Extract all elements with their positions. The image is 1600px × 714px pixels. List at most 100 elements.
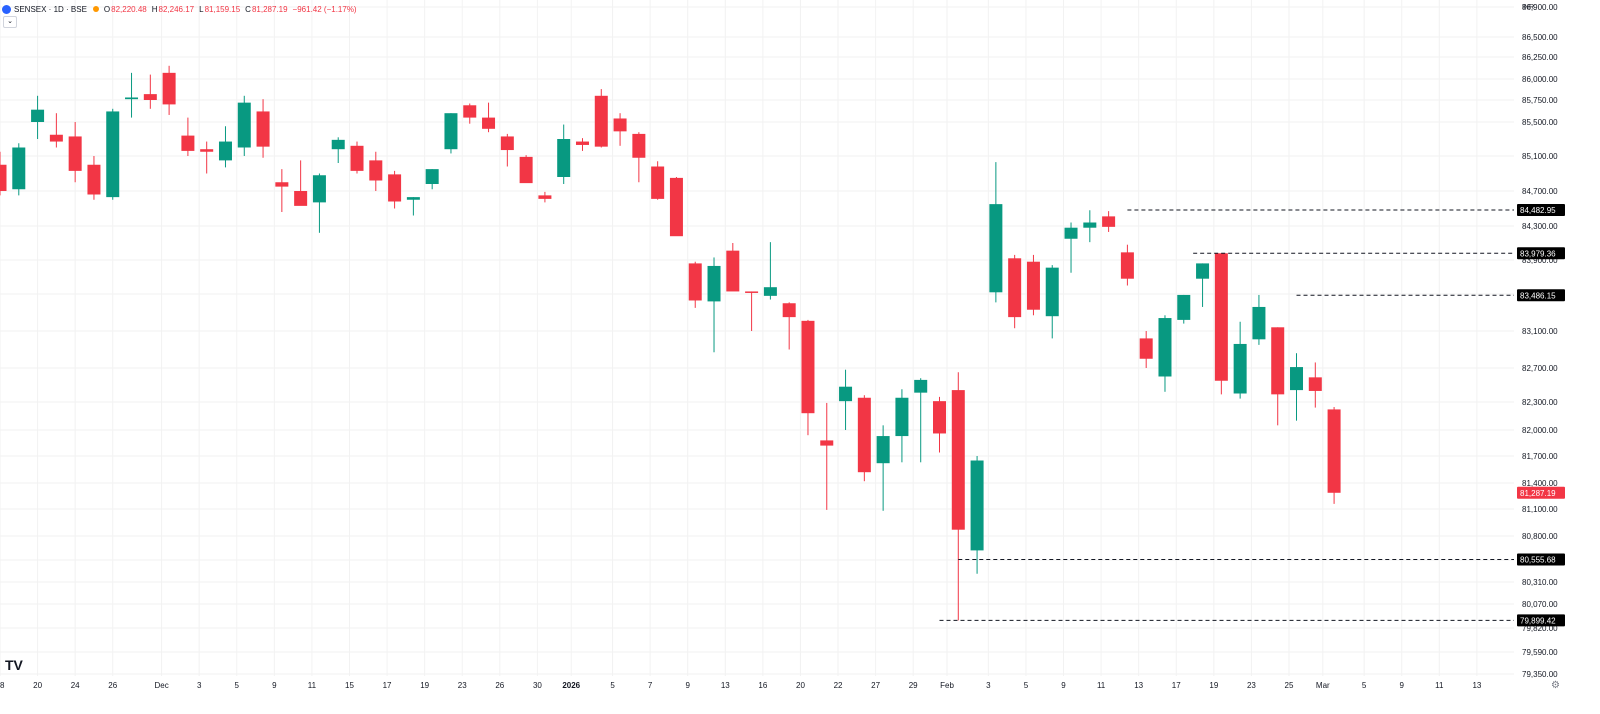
y-tick-label: 80,800.00 — [1522, 532, 1558, 541]
x-tick-label: 3 — [986, 681, 991, 690]
candle-body — [1196, 263, 1210, 279]
candle — [1308, 362, 1322, 408]
candle — [444, 113, 458, 154]
candle — [557, 124, 571, 184]
candle — [1064, 222, 1078, 273]
close-value: 81,287.19 — [251, 4, 288, 14]
candle — [237, 95, 251, 156]
candle-body — [1177, 294, 1191, 320]
symbol-legend: SENSEX · 1D · BSE O 82,220.48 H 82,246.1… — [2, 2, 362, 16]
candle-body — [125, 97, 139, 100]
exchange-logo-icon — [2, 4, 11, 14]
candle-body — [1233, 343, 1247, 394]
y-tick-label: 81,400.00 — [1522, 479, 1558, 488]
candle — [0, 151, 7, 196]
candle — [857, 395, 871, 482]
candle — [218, 126, 232, 168]
candle — [613, 113, 627, 146]
candle — [651, 161, 665, 200]
candle — [745, 291, 759, 331]
candle-body — [820, 440, 834, 446]
level-label-bg — [1517, 289, 1565, 302]
candle-body — [632, 133, 646, 158]
candle-body — [463, 105, 477, 118]
candle — [839, 369, 853, 430]
candle — [1214, 253, 1228, 395]
candle — [970, 456, 984, 574]
y-tick-label: 80,070.00 — [1522, 600, 1558, 609]
candle-body — [350, 145, 364, 171]
candle-body — [933, 401, 946, 434]
candle — [500, 133, 514, 167]
last-price-label-bg — [1517, 486, 1565, 499]
x-tick-label: 17 — [383, 681, 392, 690]
candle — [275, 169, 289, 212]
level-label: 83,486.15 — [1520, 291, 1556, 300]
y-tick-label: 84,700.00 — [1522, 187, 1558, 196]
collapse-legend-button[interactable]: ⌄ — [3, 16, 17, 28]
x-tick-label: 26 — [108, 681, 117, 690]
y-tick-label: 82,700.00 — [1522, 364, 1558, 373]
x-tick-label: 19 — [420, 681, 429, 690]
y-tick-label: 86,900.00 — [1522, 3, 1558, 12]
y-tick-label: 81,700.00 — [1522, 452, 1558, 461]
x-tick-label: 26 — [495, 681, 504, 690]
open-value: 82,220.48 — [111, 4, 147, 14]
candle-body — [989, 204, 1003, 293]
candle-body — [1026, 261, 1040, 310]
candle — [256, 99, 270, 158]
y-tick-label: 83,900.00 — [1522, 256, 1558, 265]
candle-body — [106, 111, 120, 198]
candle-body — [0, 164, 7, 191]
candle-body — [87, 164, 101, 195]
candle-body — [388, 174, 402, 202]
x-tick-label: 13 — [1134, 681, 1143, 690]
candle — [68, 122, 82, 183]
candle-body — [49, 134, 63, 142]
y-tick-label: 79,820.00 — [1522, 624, 1558, 633]
x-axis: 18 20 24 26 Dec 3 5 9 11 15 17 19 23 26 30 2026 5 7 9 13 16 2… — [0, 681, 1482, 690]
candle-body — [688, 263, 702, 301]
x-tick-label: 19 — [1209, 681, 1218, 690]
candle — [1177, 294, 1191, 324]
level-label-bg — [1517, 614, 1565, 627]
currency-label[interactable]: INR — [1521, 4, 1534, 11]
y-tick-label: 82,300.00 — [1522, 398, 1558, 407]
candle — [425, 169, 439, 190]
y-tick-label: 82,000.00 — [1522, 426, 1558, 435]
settings-icon[interactable]: ⚙ — [1551, 680, 1560, 691]
candle — [669, 177, 683, 237]
level-label: 83,979.36 — [1520, 249, 1556, 258]
x-tick-label: 5 — [1024, 681, 1029, 690]
candle — [895, 389, 909, 463]
candle-body — [406, 197, 420, 200]
candle-body — [68, 136, 82, 171]
y-tick-label: 83,100.00 — [1522, 327, 1558, 336]
x-tick-label: 23 — [458, 681, 467, 690]
candle-body — [519, 156, 533, 184]
candle-body — [181, 135, 195, 151]
candle-body — [745, 291, 759, 293]
x-tick-label: 11 — [1097, 681, 1106, 690]
candle-body — [857, 397, 871, 473]
high-value: 82,246.17 — [158, 4, 195, 14]
last-price-label: 81,287.19 — [1520, 489, 1556, 498]
candle — [388, 170, 402, 209]
candle-body — [294, 191, 308, 206]
symbol-title[interactable]: SENSEX · 1D · BSE — [14, 4, 87, 14]
y-axis: 86,900.00 86,500.00 86,250.00 86,000.00 85,7… — [1517, 3, 1565, 679]
candle — [463, 103, 477, 124]
candle-body — [557, 139, 571, 177]
candle — [688, 261, 702, 308]
candle — [519, 155, 533, 184]
candle-body — [763, 287, 777, 296]
x-tick-label: 9 — [1061, 681, 1066, 690]
y-tick-label: 86,250.00 — [1522, 53, 1558, 62]
x-tick-label: 9 — [272, 681, 277, 690]
tradingview-logo-icon: TV — [5, 657, 23, 673]
candle-body — [482, 117, 496, 129]
candle — [482, 102, 496, 133]
level-label-bg — [1517, 553, 1565, 566]
